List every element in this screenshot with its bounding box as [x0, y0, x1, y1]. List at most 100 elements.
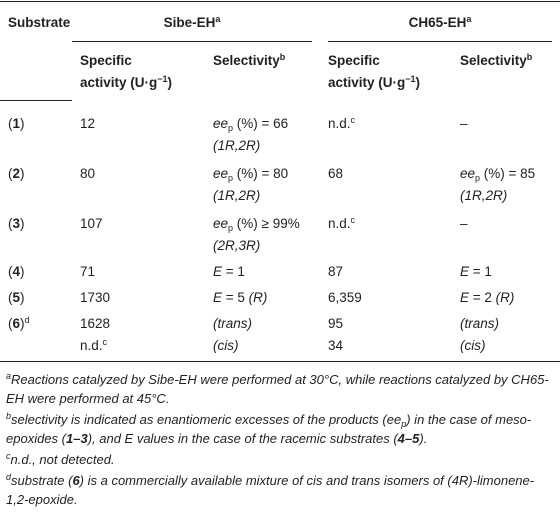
substrate-number: 1: [12, 116, 21, 131]
ee-symbol: ee: [213, 215, 229, 231]
header-text: Substrate: [8, 15, 71, 30]
table-cell: E = 1: [205, 257, 320, 283]
cell-text: 95: [328, 315, 344, 331]
cell-text: (: [8, 215, 13, 231]
group-name: Sibe-EH: [163, 15, 216, 30]
table-cell: (trans) (cis): [205, 308, 320, 362]
footnote-mark: c: [102, 336, 108, 347]
cell-text: n.d.: [328, 215, 351, 231]
table-row: (3) 107 eep (%) ≥ 99% (2R,3R) n.d.c –: [0, 207, 560, 257]
subscript: p: [228, 172, 234, 183]
table-cell: 1730: [72, 283, 205, 309]
footnote-text: ), and E values in the case of the racem…: [87, 430, 398, 446]
table-cell: E = 1: [452, 257, 560, 283]
configuration: (2R,3R): [213, 237, 261, 253]
cell-text: (: [8, 165, 13, 181]
table-cell: E = 5 (R): [205, 283, 320, 309]
cell-text: = 1: [222, 263, 245, 279]
footnote-mark: d: [24, 314, 30, 325]
cell-text: = 1: [469, 263, 492, 279]
table-cell: 1628 n.d.c: [72, 308, 205, 362]
substrate-number: 4: [12, 263, 21, 279]
table-cell: (5): [0, 283, 72, 309]
configuration: (R): [248, 289, 268, 305]
table-cell: 87: [320, 257, 452, 283]
cell-text: 1730: [80, 289, 111, 305]
isomer: (cis): [213, 337, 239, 353]
footnote: aReactions catalyzed by Sibe-EH were per…: [6, 370, 556, 408]
table-body: (1) 12 eep (%) = 66 (1R,2R) n.d.c – (2) 80 eep (…: [0, 101, 560, 362]
header-text: Selectivity: [460, 53, 527, 68]
table-cell: (trans) (cis): [452, 308, 560, 362]
table-cell: eep (%) ≥ 99% (2R,3R): [205, 207, 320, 257]
table: Substrate Sibe-EHa CH65-EHa Specific acti…: [0, 1, 560, 362]
table-cell: (4): [0, 257, 72, 283]
table-cell: (3): [0, 207, 72, 257]
group-name: CH65-EH: [408, 15, 467, 30]
header-text: Specific: [328, 53, 380, 68]
cell-text: n.d.: [328, 115, 351, 131]
substrate-number: 3: [12, 215, 21, 231]
cell-text: (: [8, 116, 13, 131]
cell-text: 71: [80, 263, 96, 279]
table-cell: n.d.c: [320, 101, 452, 157]
ee-symbol: ee: [460, 165, 476, 181]
cell-text: ): [20, 315, 25, 331]
cell-text: 34: [328, 337, 344, 353]
cell-text: ): [20, 215, 25, 231]
isomer: (cis): [460, 337, 486, 353]
footnote-mark: a: [466, 14, 472, 24]
cell-text: = 2: [469, 289, 496, 305]
table-cell: 71: [72, 257, 205, 283]
table-cell: eep (%) = 85 (1R,2R): [452, 157, 560, 207]
header-text: activity (U·g: [328, 75, 406, 90]
cell-text: 80: [80, 165, 96, 181]
cell-text: 107: [80, 215, 103, 231]
header-cell: Selectivityb: [452, 42, 560, 101]
table-row: (1) 12 eep (%) = 66 (1R,2R) n.d.c –: [0, 101, 560, 157]
header-cell: Specific activity (U·g−1): [320, 42, 452, 101]
e-symbol: E: [460, 289, 470, 305]
footnote-mark: a: [215, 14, 221, 24]
header-text: activity (U·g: [80, 75, 158, 90]
header-text: Specific: [80, 53, 132, 68]
substrate-number: 2: [12, 165, 21, 181]
footnote-mark: b: [6, 410, 12, 421]
subscript: p: [228, 222, 234, 233]
header-text: ): [167, 75, 173, 90]
ee-symbol: ee: [213, 115, 229, 131]
e-symbol: E: [213, 263, 223, 279]
superscript: −1: [405, 74, 416, 84]
header-cell: Substrate: [0, 2, 72, 43]
table-cell: E = 2 (R): [452, 283, 560, 309]
cell-text: (%) = 80: [233, 165, 289, 181]
footnote-text: p: [401, 418, 407, 429]
e-symbol: E: [460, 263, 470, 279]
footnote-text: ) is a commercially available mixture of…: [6, 472, 535, 507]
cell-text: –: [460, 115, 468, 131]
table-cell: (6)d: [0, 308, 72, 362]
footnote: bselectivity is indicated as enantiomeri…: [6, 410, 556, 448]
footnote-text: n.d., not detected.: [10, 451, 115, 467]
isomer: (trans): [213, 315, 253, 331]
cell-text: –: [460, 215, 468, 231]
cell-text: (%) ≥ 99%: [233, 215, 300, 231]
table-row: (2) 80 eep (%) = 80 (1R,2R) 68 eep (%) = 85 (1…: [0, 157, 560, 207]
header-cell: Selectivityb: [205, 42, 320, 101]
cell-text: n.d.: [80, 337, 103, 353]
table-row: (4) 71 E = 1 87 E = 1: [0, 257, 560, 283]
header-text: ): [415, 75, 421, 90]
subheader-row: Specific activity (U·g−1) Selectivityb Sp…: [0, 42, 560, 101]
superscript: −1: [157, 74, 168, 84]
table-cell: –: [452, 101, 560, 157]
cell-text: 68: [328, 165, 344, 181]
cell-text: 1628: [80, 315, 111, 331]
table-cell: –: [452, 207, 560, 257]
footnote-text: 6: [72, 472, 80, 488]
ee-symbol: ee: [213, 165, 229, 181]
footnote-text: 1–3: [65, 430, 88, 446]
header-text: Selectivity: [213, 53, 280, 68]
footnote-text: substrate (: [11, 472, 73, 488]
footnote-mark: c: [6, 450, 11, 461]
table-row: (6)d 1628 n.d.c (trans) (cis) 95 34 (trans) (cis…: [0, 308, 560, 362]
